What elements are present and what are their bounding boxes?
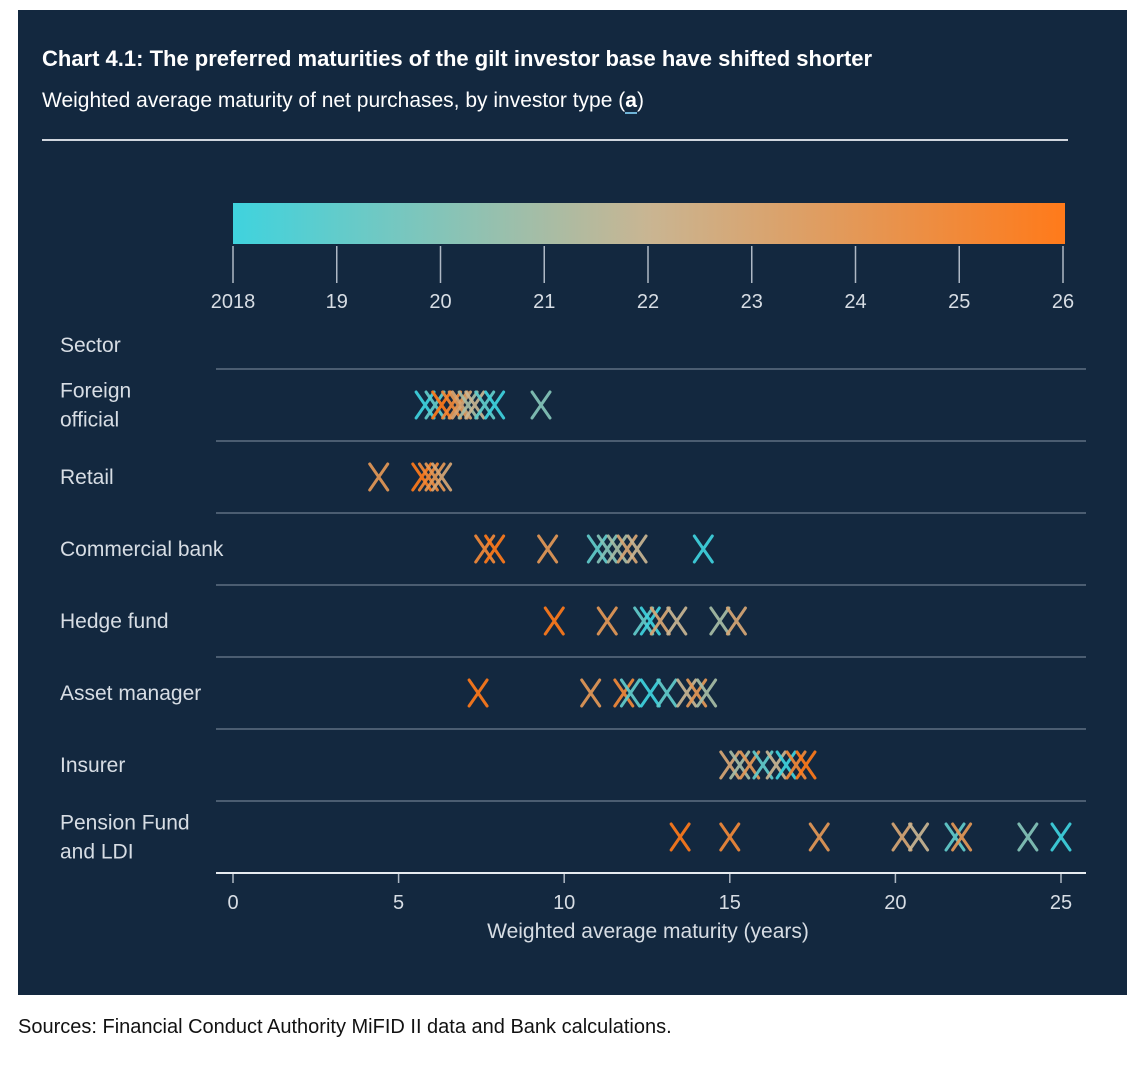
sector-row: Hedge fund <box>60 584 1086 636</box>
data-point-marker <box>616 534 638 564</box>
x-tick-label: 15 <box>719 892 741 914</box>
data-point-marker <box>537 534 559 564</box>
data-point-marker <box>586 534 608 564</box>
data-point-marker <box>719 750 741 780</box>
title-divider <box>42 139 1068 141</box>
data-point-marker <box>431 390 453 420</box>
data-point-marker <box>1017 822 1039 852</box>
legend-tick-label: 24 <box>844 291 866 313</box>
data-point-marker <box>543 606 565 636</box>
data-point-marker <box>596 534 618 564</box>
data-point-marker <box>639 678 661 708</box>
sector-row: Retail <box>60 440 1086 492</box>
data-point-marker <box>626 534 648 564</box>
data-point-marker <box>447 390 469 420</box>
x-tick-label: 20 <box>884 892 906 914</box>
data-point-marker <box>457 390 479 420</box>
data-point-marker <box>785 750 807 780</box>
data-point-marker <box>474 390 496 420</box>
data-point-marker <box>944 822 966 852</box>
chart-title: Chart 4.1: The preferred maturities of t… <box>42 46 873 71</box>
x-tick-label: 0 <box>227 892 238 914</box>
x-tick-label: 10 <box>553 892 575 914</box>
sector-label: Insurer <box>60 754 125 777</box>
data-point-marker <box>666 606 688 636</box>
data-point-marker <box>613 678 635 708</box>
sector-row: Pension Fund and LDI <box>60 800 1086 864</box>
sector-row: Commercial bank <box>60 512 1086 564</box>
color-legend-ticks: 2018 19 20 21 22 23 24 25 26 <box>211 246 1074 313</box>
data-point-marker <box>441 390 463 420</box>
x-axis: 0 5 10 15 20 25 <box>216 872 1086 914</box>
sector-header: Sector <box>60 334 121 357</box>
data-point-marker <box>719 822 741 852</box>
legend-tick-label: 22 <box>637 291 659 313</box>
data-point-marker <box>908 822 930 852</box>
data-point-marker <box>596 606 618 636</box>
data-point-marker <box>530 390 552 420</box>
legend-tick-label: 19 <box>326 291 348 313</box>
sector-row: Insurer <box>60 728 1086 780</box>
chart-subtitle: Weighted average maturity of net purchas… <box>42 89 644 114</box>
data-point-marker <box>765 750 787 780</box>
legend-tick-label: 20 <box>429 291 451 313</box>
sector-label: Pension Fund and LDI <box>60 812 190 864</box>
data-point-marker <box>676 678 698 708</box>
sector-label: Foreign official <box>60 380 131 432</box>
data-point-marker <box>633 606 655 636</box>
legend-tick-label: 23 <box>741 291 763 313</box>
legend-tick-label: 25 <box>948 291 970 313</box>
maturity-chart: 2018 19 20 21 22 23 24 25 26 Sector Foreign offic… <box>60 203 1086 943</box>
sector-label: Commercial bank <box>60 538 224 561</box>
data-point-marker <box>424 390 446 420</box>
data-point-marker <box>692 534 714 564</box>
sector-rows: Foreign official Retail Commercial bank Hedg… <box>60 368 1086 874</box>
sector-label: Hedge fund <box>60 610 169 633</box>
color-legend-bar <box>233 203 1065 244</box>
data-point-marker <box>368 462 390 492</box>
data-point-marker <box>484 390 506 420</box>
subtitle-text: Weighted average maturity of net purchas… <box>42 89 626 112</box>
data-point-marker <box>729 750 751 780</box>
data-point-marker <box>474 534 496 564</box>
data-point-marker <box>1050 822 1072 852</box>
data-point-marker <box>686 678 708 708</box>
data-point-marker <box>431 462 453 492</box>
data-point-marker <box>891 822 913 852</box>
data-point-marker <box>580 678 602 708</box>
data-point-marker <box>808 822 830 852</box>
data-point-marker <box>669 822 691 852</box>
sources-note: Sources: Financial Conduct Authority MiF… <box>18 1016 672 1038</box>
legend-tick-label: 26 <box>1052 291 1074 313</box>
sector-row: Asset manager <box>60 656 1086 708</box>
data-point-marker <box>424 462 446 492</box>
chart-panel <box>18 10 1127 995</box>
data-point-marker <box>414 390 436 420</box>
subtitle-close: ) <box>636 89 644 112</box>
data-point-marker <box>725 606 747 636</box>
data-point-marker <box>606 534 628 564</box>
data-point-marker <box>649 606 671 636</box>
x-tick-label: 5 <box>393 892 404 914</box>
data-point-marker <box>795 750 817 780</box>
data-point-marker <box>464 390 486 420</box>
legend-tick-label: 2018 <box>211 291 256 313</box>
footnote-link[interactable]: a <box>625 89 637 114</box>
data-point-marker <box>951 822 973 852</box>
sector-row: Foreign official <box>60 368 1086 432</box>
sector-label: Asset manager <box>60 682 201 705</box>
legend-tick-label: 21 <box>533 291 555 313</box>
x-tick-label: 25 <box>1050 892 1072 914</box>
data-point-marker <box>639 606 661 636</box>
data-point-marker <box>484 534 506 564</box>
x-axis-label: Weighted average maturity (years) <box>487 920 809 943</box>
data-point-marker <box>775 750 797 780</box>
data-point-marker <box>467 678 489 708</box>
data-point-marker <box>709 606 731 636</box>
sector-label: Retail <box>60 466 114 489</box>
data-point-marker <box>696 678 718 708</box>
data-point-marker <box>656 678 678 708</box>
data-point-marker <box>619 678 641 708</box>
